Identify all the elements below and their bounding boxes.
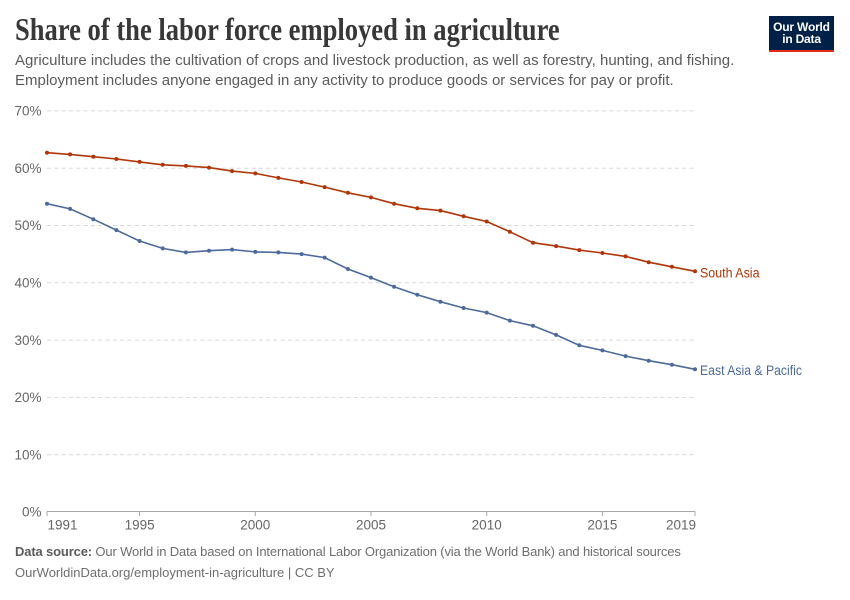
svg-text:South Asia: South Asia <box>700 266 760 282</box>
svg-text:1995: 1995 <box>125 518 155 533</box>
svg-text:East Asia & Pacific: East Asia & Pacific <box>700 363 802 379</box>
svg-text:50%: 50% <box>14 218 41 233</box>
svg-text:0%: 0% <box>22 505 42 520</box>
svg-text:1991: 1991 <box>48 518 78 533</box>
svg-text:2010: 2010 <box>472 518 502 533</box>
svg-text:30%: 30% <box>14 333 41 348</box>
svg-text:20%: 20% <box>14 390 41 405</box>
svg-text:2005: 2005 <box>356 518 386 533</box>
svg-text:10%: 10% <box>14 447 41 462</box>
svg-text:40%: 40% <box>14 276 41 291</box>
svg-text:2019: 2019 <box>666 518 696 533</box>
svg-text:2015: 2015 <box>587 518 617 533</box>
svg-text:60%: 60% <box>14 161 41 176</box>
svg-text:70%: 70% <box>14 104 41 119</box>
svg-text:2000: 2000 <box>240 518 270 533</box>
